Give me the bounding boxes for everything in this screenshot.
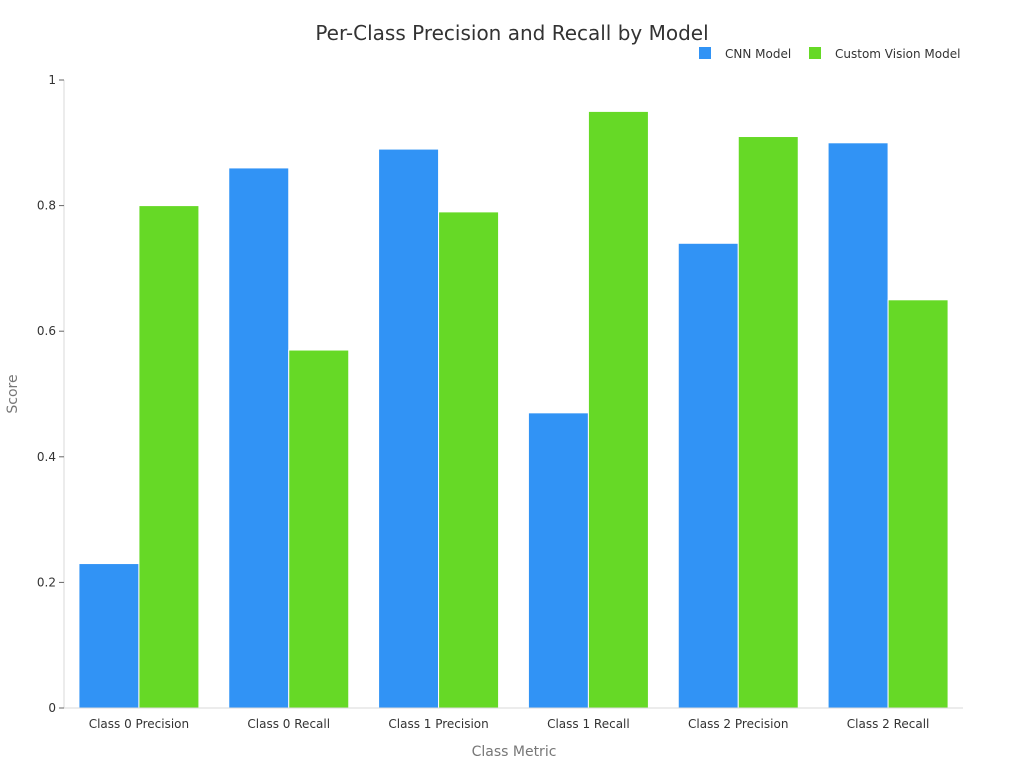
bar-cnn-model-class-2-precision [677, 242, 739, 709]
x-tick-label-class-0-precision: Class 0 Precision [89, 717, 189, 731]
bar-cnn-model-class-0-recall [228, 167, 290, 709]
bar-custom-vision-model-class-1-recall [587, 110, 649, 709]
legend-label-custom-vision-model: Custom Vision Model [835, 47, 960, 61]
bar-custom-vision-model-class-1-precision [438, 211, 500, 709]
legend: CNN Model Custom Vision Model [699, 47, 960, 61]
bar-cnn-model-class-0-precision [78, 563, 140, 709]
y-tick-label: 0 [48, 701, 56, 715]
bar-cnn-model-class-1-recall [527, 412, 589, 709]
bars-group [78, 110, 949, 709]
x-tick-label-class-0-recall: Class 0 Recall [247, 717, 330, 731]
bar-custom-vision-model-class-0-recall [288, 349, 350, 709]
bar-cnn-model-class-2-recall [827, 142, 889, 709]
x-axis: Class 0 Precision Class 0 Recall Class 1 P… [64, 707, 963, 731]
y-tick-label: 0.6 [37, 324, 56, 338]
x-axis-title: Class Metric [472, 744, 557, 760]
x-tick-label-class-1-precision: Class 1 Precision [388, 717, 488, 731]
x-tick-label-class-2-precision: Class 2 Precision [688, 717, 788, 731]
x-tick-label-class-1-recall: Class 1 Recall [547, 717, 630, 731]
y-tick-label: 0.4 [37, 450, 56, 464]
y-tick-label: 0.2 [37, 575, 56, 589]
legend-swatch-cnn-model [699, 47, 711, 59]
bar-custom-vision-model-class-0-precision [138, 205, 200, 709]
y-tick-label: 1 [48, 73, 56, 87]
x-tick-label-class-2-recall: Class 2 Recall [847, 717, 930, 731]
bar-custom-vision-model-class-2-precision [737, 136, 799, 709]
y-tick-label: 0.8 [37, 199, 56, 213]
legend-label-cnn-model: CNN Model [725, 47, 791, 61]
y-axis: 0 0.2 0.4 0.6 0.8 1 [37, 73, 65, 715]
legend-swatch-custom-vision-model [809, 47, 821, 59]
chart-title: Per-Class Precision and Recall by Model [315, 21, 708, 45]
y-axis-title: Score [5, 374, 21, 413]
bar-cnn-model-class-1-precision [378, 148, 440, 709]
bar-custom-vision-model-class-2-recall [887, 299, 949, 709]
